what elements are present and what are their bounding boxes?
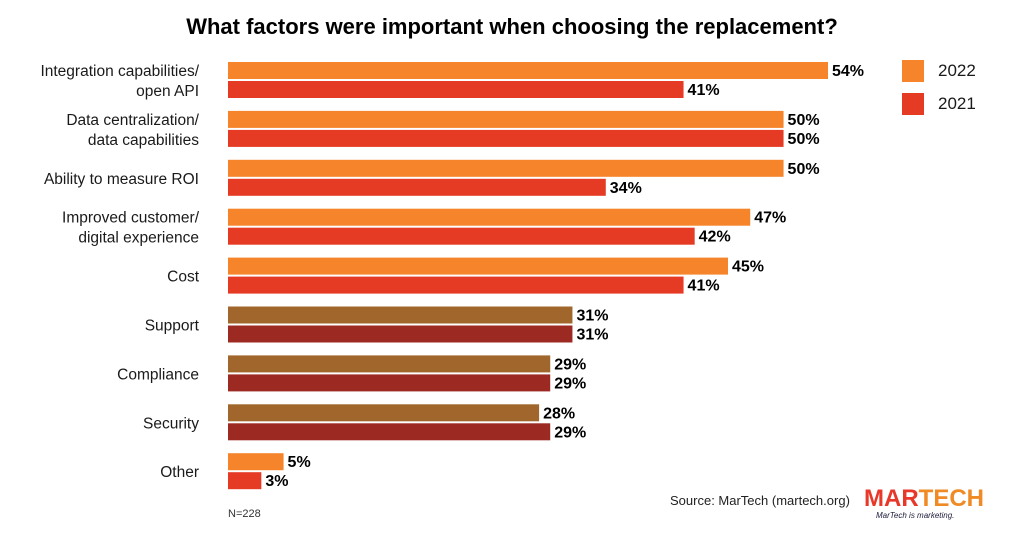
bar-2022	[228, 62, 828, 79]
data-label-2021: 50%	[788, 131, 820, 148]
logo-tagline: MarTech is marketing.	[876, 511, 955, 520]
bar-2021	[228, 81, 684, 98]
category-label: Data centralization/	[66, 112, 199, 129]
legend-swatch-2021	[902, 93, 924, 115]
data-label-2022: 28%	[543, 405, 575, 422]
category-label: Integration capabilities/	[40, 63, 199, 80]
bar-2021	[228, 129, 784, 147]
category-label: Cost	[167, 269, 200, 286]
source-note: Source: MarTech (martech.org)	[670, 493, 850, 508]
bar-2021	[228, 472, 262, 490]
data-label-2021: 34%	[610, 180, 642, 197]
bar-2022	[228, 208, 751, 226]
category-label: open API	[136, 83, 199, 100]
bar-2022	[228, 404, 540, 422]
category-label: Improved customer/	[62, 210, 200, 227]
data-label-2022: 50%	[788, 161, 820, 178]
category-label: digital experience	[78, 230, 199, 247]
bar-2022	[228, 110, 784, 128]
data-label-2022: 47%	[754, 210, 786, 227]
bar-2022	[228, 257, 728, 275]
sample-size-note: N=228	[228, 508, 261, 520]
data-label-2022: 54%	[832, 63, 864, 80]
legend-label-2022: 2022	[938, 61, 976, 80]
data-label-2022: 45%	[732, 259, 764, 276]
bar-2021	[228, 178, 606, 196]
data-label-2021: 41%	[688, 278, 720, 295]
data-label-2022: 31%	[576, 308, 608, 325]
logo-wordmark: MARTECH	[864, 485, 984, 512]
chart-title: What factors were important when choosin…	[186, 14, 838, 39]
category-label: data capabilities	[88, 132, 199, 149]
legend-item-2022: 2022	[902, 60, 1012, 82]
category-label: Support	[145, 318, 200, 335]
bar-2022	[228, 306, 573, 324]
category-label: Other	[160, 464, 199, 481]
bar-2022	[228, 355, 551, 373]
legend-swatch-2022	[902, 60, 924, 82]
category-label: Security	[143, 415, 199, 432]
category-label: Ability to measure ROI	[44, 171, 199, 188]
bar-2021	[228, 227, 695, 245]
data-label-2022: 50%	[788, 112, 820, 129]
legend-item-2021: 2021	[902, 93, 1012, 115]
bar-2021	[228, 374, 551, 392]
bar-2021	[228, 423, 551, 441]
data-label-2022: 29%	[554, 356, 586, 373]
data-label-2021: 41%	[688, 82, 720, 99]
data-label-2021: 29%	[554, 375, 586, 392]
data-label-2021: 29%	[554, 424, 586, 441]
data-label-2021: 42%	[699, 229, 731, 246]
data-label-2021: 31%	[576, 327, 608, 344]
bar-2021	[228, 276, 684, 294]
bar-2021	[228, 325, 573, 343]
data-label-2022: 5%	[288, 454, 311, 471]
legend-label-2021: 2021	[938, 94, 976, 113]
bar-2022	[228, 453, 284, 471]
data-label-2021: 3%	[265, 473, 288, 490]
martech-logo: MARTECH MarTech is marketing.	[864, 485, 1004, 525]
category-label: Compliance	[117, 366, 199, 383]
bar-2022	[228, 159, 784, 177]
